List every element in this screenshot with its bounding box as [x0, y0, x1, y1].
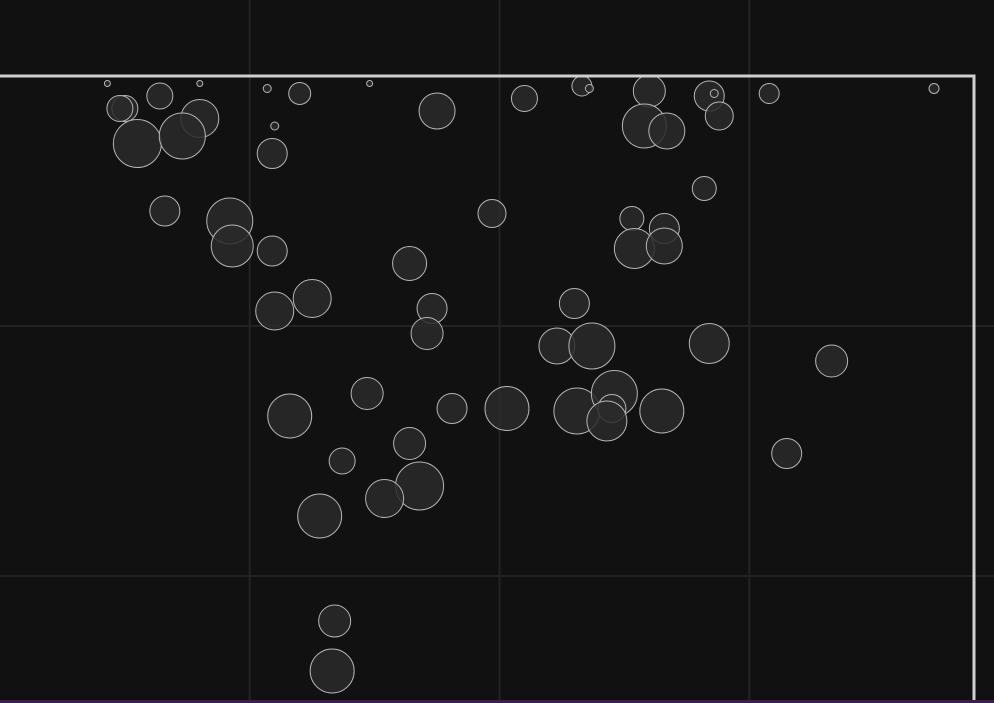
data-bubble [393, 427, 427, 460]
data-bubble [366, 80, 374, 87]
data-bubble [103, 80, 111, 87]
data-bubble [292, 279, 332, 318]
data-bubble [586, 400, 628, 442]
axes [0, 74, 976, 703]
data-bubble [256, 235, 288, 267]
data-bubble [928, 83, 940, 94]
data-bubble [288, 82, 312, 105]
data-bubble [365, 479, 405, 518]
data-bubble [648, 112, 686, 150]
bottom-accent-bar [0, 700, 994, 703]
data-bubble [709, 89, 719, 98]
data-bubble [815, 344, 849, 378]
data-bubble [350, 377, 384, 410]
data-bubble [645, 227, 683, 265]
data-bubble [112, 119, 162, 168]
data-bubble [510, 85, 538, 112]
data-bubble [146, 82, 174, 110]
data-bubble [158, 112, 206, 160]
data-bubble [688, 323, 730, 364]
data-bubble [262, 84, 272, 93]
data-bubble [410, 317, 444, 350]
data-bubble [758, 83, 780, 104]
data-bubble [584, 84, 594, 93]
data-bubble [297, 493, 343, 539]
data-bubble [691, 176, 717, 201]
data-bubble [632, 74, 666, 108]
data-bubble [418, 92, 456, 130]
data-bubble [270, 121, 280, 131]
data-bubble [210, 224, 254, 268]
data-bubble [196, 80, 204, 87]
data-bubble [392, 246, 428, 281]
data-bubble [477, 199, 507, 228]
data-bubble [267, 393, 313, 439]
data-bubble [558, 288, 590, 319]
data-bubble [704, 101, 734, 131]
bubble-series [103, 74, 940, 694]
data-bubble [149, 195, 181, 227]
data-bubble [568, 322, 616, 370]
data-bubble [256, 138, 288, 169]
data-bubble [328, 447, 356, 475]
data-bubble [639, 388, 685, 434]
data-bubble [619, 206, 645, 231]
data-bubble [255, 291, 295, 331]
data-bubble [309, 648, 355, 694]
data-bubble [771, 438, 803, 469]
data-bubble [106, 95, 134, 122]
data-bubble [484, 386, 530, 431]
data-bubble [436, 393, 468, 424]
data-bubble [318, 604, 352, 638]
